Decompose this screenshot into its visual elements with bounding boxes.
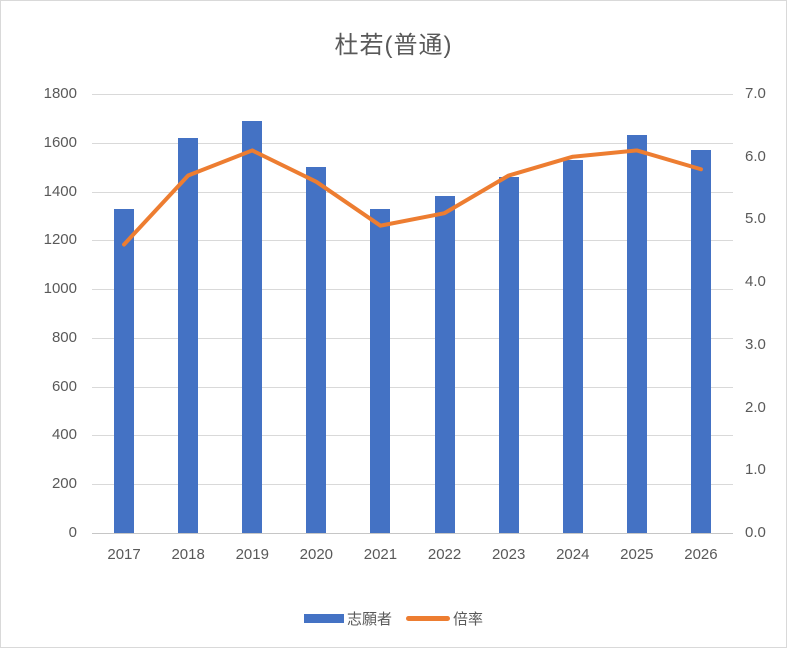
- x-tick-2019: 2019: [235, 546, 269, 563]
- y-left-tick-200: 200: [51, 475, 77, 493]
- gridline: [92, 435, 733, 437]
- bar-series-swatch: [303, 613, 344, 623]
- gridline: [92, 337, 733, 339]
- legend-label-ratio: 倍率: [453, 610, 484, 628]
- x-tick-2020: 2020: [299, 546, 334, 563]
- y-left-tick-1400: 1400: [43, 182, 77, 200]
- legend-item-applicants: 志願者: [303, 608, 392, 629]
- y-right-tick-1.0: 1.0: [745, 461, 766, 479]
- y-right-tick-6.0: 6.0: [745, 147, 766, 165]
- y-right-tick-0.0: 0.0: [745, 524, 766, 541]
- y-left-tick-400: 400: [51, 426, 77, 444]
- gridline: [92, 142, 733, 144]
- legend-item-ratio: 倍率: [406, 608, 483, 629]
- legend-label-applicants: 志願者: [346, 610, 392, 628]
- chart-title: 杜若(普通): [334, 32, 453, 59]
- x-tick-2024: 2024: [556, 546, 590, 563]
- bar-2021: [370, 208, 391, 533]
- bar-2017: [114, 208, 135, 533]
- bar-2018: [178, 137, 199, 533]
- y-right-tick-3.0: 3.0: [745, 335, 766, 353]
- gridline: [92, 289, 733, 291]
- bar-2023: [498, 176, 519, 533]
- line-series-swatch: [406, 615, 450, 621]
- y-right-tick-2.0: 2.0: [745, 398, 766, 416]
- y-left-tick-0: 0: [68, 524, 77, 541]
- y-right-tick-7.0: 7.0: [745, 85, 766, 102]
- gridline: [92, 94, 733, 95]
- bar-2026: [690, 150, 711, 533]
- bar-2019: [242, 120, 263, 533]
- y-left-tick-1600: 1600: [43, 133, 77, 151]
- y-left-tick-1200: 1200: [43, 231, 77, 249]
- x-axis-line: [92, 533, 733, 534]
- bar-2020: [306, 167, 327, 533]
- y-left-tick-1800: 1800: [43, 85, 77, 102]
- x-tick-2021: 2021: [363, 546, 398, 563]
- x-tick-2018: 2018: [171, 546, 205, 563]
- x-tick-2022: 2022: [427, 546, 462, 563]
- y-left-tick-1000: 1000: [43, 280, 77, 298]
- bar-2025: [626, 135, 647, 533]
- y-left-tick-800: 800: [51, 328, 77, 346]
- bar-2024: [562, 159, 583, 533]
- x-tick-2017: 2017: [107, 546, 141, 563]
- gridline: [92, 484, 733, 486]
- y-right-tick-4.0: 4.0: [745, 273, 766, 291]
- bar-2022: [434, 196, 455, 533]
- y-right-tick-5.0: 5.0: [745, 210, 766, 228]
- x-tick-2025: 2025: [620, 546, 654, 563]
- legend: 志願者 倍率: [1, 607, 786, 629]
- gridline: [92, 386, 733, 388]
- y-left-tick-600: 600: [51, 377, 77, 395]
- x-tick-2023: 2023: [491, 546, 526, 563]
- x-tick-2026: 2026: [684, 546, 718, 563]
